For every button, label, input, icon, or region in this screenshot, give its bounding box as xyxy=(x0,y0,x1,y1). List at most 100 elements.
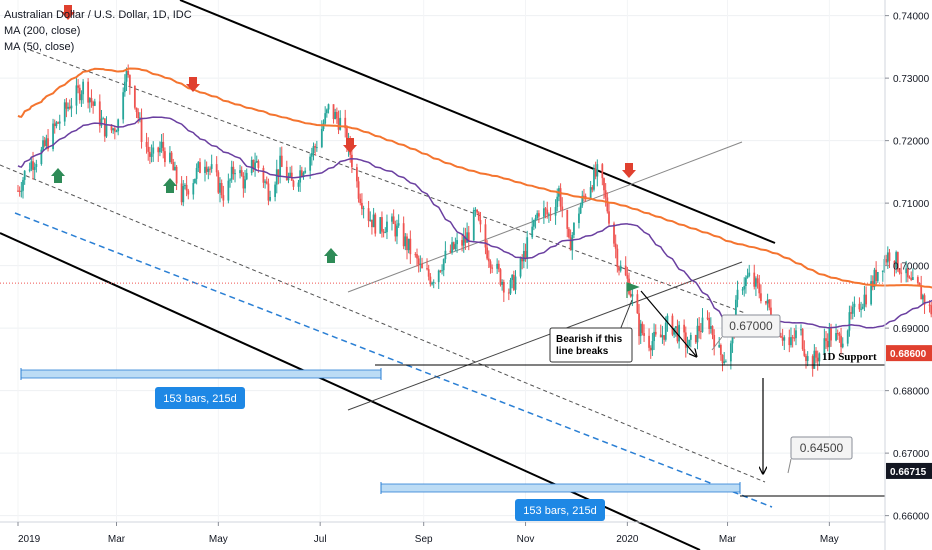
candle-body xyxy=(63,102,66,122)
candle-body xyxy=(688,339,691,347)
candle-body xyxy=(813,350,816,369)
candle-body xyxy=(811,356,814,369)
candle-body xyxy=(651,341,654,351)
red-down-arrow-icon xyxy=(61,5,75,20)
candle-body xyxy=(419,263,422,265)
candle-body xyxy=(708,318,711,329)
legend-ma200: MA (200, close) xyxy=(4,25,80,37)
candle-body xyxy=(604,190,607,198)
candle-body xyxy=(908,277,911,279)
candle-body xyxy=(210,164,213,169)
candle-body xyxy=(409,238,412,255)
candle-body xyxy=(250,159,253,173)
candle-body xyxy=(359,198,362,203)
candle-body xyxy=(332,104,335,120)
candle-body xyxy=(357,181,360,199)
candle-body xyxy=(851,307,854,314)
candle-body xyxy=(723,361,726,364)
x-tick-label: Sep xyxy=(415,534,433,545)
candle-body xyxy=(117,119,120,132)
candle-body xyxy=(818,353,821,362)
candle-body xyxy=(616,248,619,268)
candle-body xyxy=(741,289,744,291)
candle-body xyxy=(467,232,470,241)
candle-body xyxy=(790,337,792,346)
candle-body xyxy=(350,154,353,168)
candle-body xyxy=(174,166,176,171)
candle-body xyxy=(361,202,363,209)
candle-body xyxy=(127,70,130,76)
candle-body xyxy=(641,323,644,334)
candle-body xyxy=(583,195,585,197)
candle-body xyxy=(254,162,256,169)
candle-body xyxy=(514,276,517,290)
candle-body xyxy=(396,225,398,237)
candle-body xyxy=(122,92,125,120)
candle-body xyxy=(569,237,572,251)
rising-channel-top xyxy=(347,141,743,293)
candle-body xyxy=(559,188,562,207)
candle-body xyxy=(157,147,160,153)
candle-body xyxy=(768,299,771,308)
candle-body xyxy=(639,323,642,337)
candle-body xyxy=(265,181,268,184)
candle-body xyxy=(671,315,674,335)
candle-body xyxy=(653,331,655,342)
candle-body xyxy=(297,182,300,187)
y-tick-label: 0.68000 xyxy=(893,387,930,398)
candle-body xyxy=(805,355,807,361)
candle-body xyxy=(928,304,931,306)
candle-body xyxy=(192,183,195,195)
drawings-back xyxy=(0,0,885,550)
candle-body xyxy=(113,128,116,132)
candle-body xyxy=(815,350,817,358)
candle-body xyxy=(232,166,235,175)
candle-body xyxy=(793,337,796,339)
red-down-arrow-icon xyxy=(343,138,357,153)
candle-body xyxy=(601,164,604,179)
candle-body xyxy=(619,265,622,271)
candle-body xyxy=(788,337,791,346)
note-pointer xyxy=(619,299,633,331)
candle-body xyxy=(252,159,255,169)
candle-body xyxy=(344,117,347,129)
candle-body xyxy=(431,283,433,285)
candle-body xyxy=(860,308,862,310)
candle-body xyxy=(603,178,605,191)
candle-body xyxy=(918,282,921,286)
candle-body xyxy=(98,101,101,126)
ma50-line xyxy=(17,116,932,331)
candle-body xyxy=(100,118,103,126)
candle-body xyxy=(68,106,71,109)
candle-body xyxy=(542,208,545,217)
candle-body xyxy=(88,98,91,103)
candle-body xyxy=(230,166,233,180)
candle-body xyxy=(175,166,178,184)
candle-body xyxy=(32,161,34,170)
candle-body xyxy=(195,167,198,179)
candle-body xyxy=(571,234,574,251)
candle-body xyxy=(825,338,827,342)
candle-body xyxy=(229,179,231,181)
y-tick-label: 0.71000 xyxy=(893,199,930,210)
candle-body xyxy=(923,295,926,305)
candle-body xyxy=(823,338,826,354)
x-tick-label: May xyxy=(820,534,839,545)
candle-body xyxy=(828,328,831,348)
legend-ma50: MA (50, close) xyxy=(4,41,74,53)
candle-body xyxy=(881,270,884,273)
candle-body xyxy=(135,107,138,113)
candle-body xyxy=(608,211,610,224)
callout-target-1-box xyxy=(721,314,781,338)
candle-body xyxy=(898,269,901,273)
legend: Australian Dollar / U.S. Dollar, 1D, IDC… xyxy=(4,9,192,53)
candle-body xyxy=(35,164,38,167)
candle-body xyxy=(486,247,489,259)
y-tick-label: 0.70000 xyxy=(893,262,930,273)
candle-body xyxy=(721,354,724,364)
candle-body xyxy=(145,141,148,147)
candle-body xyxy=(421,263,423,269)
candle-body xyxy=(556,196,559,207)
